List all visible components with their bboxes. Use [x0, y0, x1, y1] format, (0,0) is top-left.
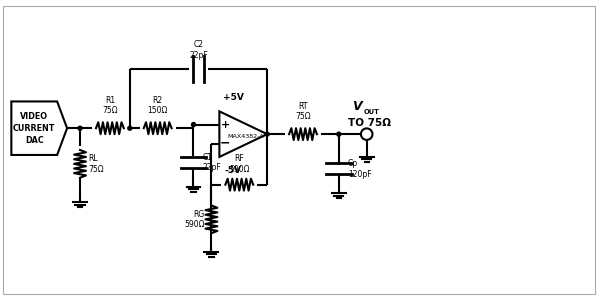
- Text: RT
75Ω: RT 75Ω: [295, 102, 311, 121]
- Text: Cp
120pF: Cp 120pF: [348, 159, 371, 178]
- Text: -5V: -5V: [225, 166, 242, 175]
- Text: +: +: [221, 120, 230, 130]
- Text: R1
75Ω: R1 75Ω: [102, 96, 118, 115]
- Circle shape: [128, 126, 132, 130]
- Text: OUT: OUT: [364, 110, 380, 116]
- Text: TO 75Ω: TO 75Ω: [348, 118, 391, 128]
- Text: RG
590Ω: RG 590Ω: [184, 210, 205, 229]
- Circle shape: [78, 126, 82, 130]
- Text: +5V: +5V: [223, 93, 244, 102]
- Text: −: −: [220, 137, 230, 150]
- Text: R2
150Ω: R2 150Ω: [148, 96, 168, 115]
- Text: C1
22pF: C1 22pF: [202, 152, 221, 172]
- Text: MAX4382-A: MAX4382-A: [227, 134, 263, 139]
- Circle shape: [191, 123, 196, 127]
- Circle shape: [265, 132, 269, 136]
- Circle shape: [337, 132, 341, 136]
- Text: RL
75Ω: RL 75Ω: [88, 154, 104, 174]
- Text: C2
22pF: C2 22pF: [189, 40, 208, 60]
- Text: VIDEO
CURRENT
DAC: VIDEO CURRENT DAC: [13, 112, 55, 145]
- Text: RF
590Ω: RF 590Ω: [229, 154, 250, 174]
- Text: V: V: [352, 100, 362, 113]
